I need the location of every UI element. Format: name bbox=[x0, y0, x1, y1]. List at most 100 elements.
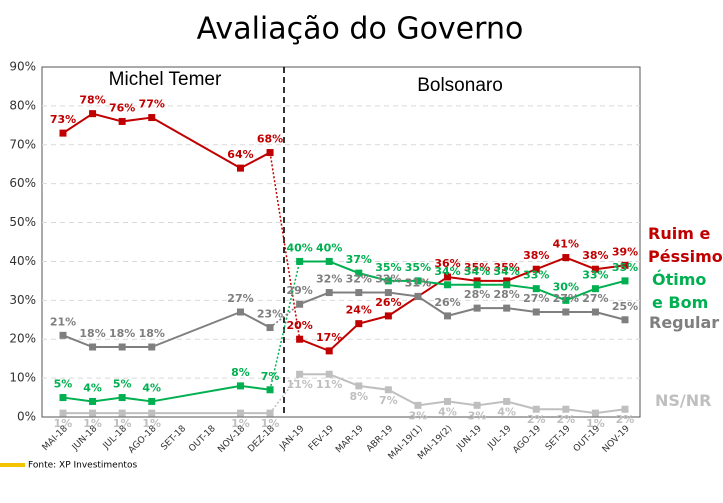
point bbox=[266, 149, 274, 157]
y-tick-label: 20% bbox=[9, 332, 36, 346]
series-line bbox=[299, 260, 626, 302]
y-tick-label: 10% bbox=[9, 371, 36, 385]
point bbox=[414, 401, 422, 409]
y-tick-label: 60% bbox=[9, 176, 36, 190]
data-label: 73% bbox=[50, 113, 76, 126]
point bbox=[325, 257, 333, 265]
data-label: 1% bbox=[261, 417, 280, 430]
data-label: 34% bbox=[434, 265, 460, 278]
data-label: 35% bbox=[405, 261, 431, 274]
data-label: 3% bbox=[468, 409, 487, 422]
point bbox=[89, 110, 97, 118]
series-line bbox=[299, 373, 626, 415]
point bbox=[148, 397, 156, 405]
plot-frame bbox=[41, 66, 641, 418]
x-tick-label: FEV-19 bbox=[307, 424, 336, 453]
data-label: 18% bbox=[109, 327, 135, 340]
data-label: 4% bbox=[438, 405, 457, 418]
series-name: NS/NR bbox=[655, 391, 712, 410]
data-label: 30% bbox=[553, 280, 579, 293]
series-line bbox=[62, 396, 152, 403]
data-label: 39% bbox=[612, 245, 638, 258]
data-label: 24% bbox=[346, 304, 372, 317]
data-label: 35% bbox=[494, 261, 520, 274]
annotation: Michel Temer bbox=[109, 69, 222, 90]
point bbox=[562, 254, 570, 262]
series-line bbox=[62, 334, 152, 348]
data-label: 28% bbox=[464, 288, 490, 301]
point bbox=[89, 409, 97, 417]
data-label: 40% bbox=[316, 241, 342, 254]
point bbox=[473, 401, 481, 409]
data-label: 3% bbox=[409, 409, 428, 422]
point bbox=[236, 164, 244, 172]
data-label: 38% bbox=[582, 249, 608, 262]
y-tick-label: 90% bbox=[9, 60, 36, 74]
data-label: 4% bbox=[497, 405, 516, 418]
data-label: 8% bbox=[231, 366, 250, 379]
data-label: 1% bbox=[54, 417, 73, 430]
x-tick-label: JUN-19 bbox=[455, 424, 485, 454]
point bbox=[562, 296, 570, 304]
data-label: 25% bbox=[612, 300, 638, 313]
data-label: 4% bbox=[83, 381, 102, 394]
point bbox=[503, 397, 511, 405]
data-label: 33% bbox=[582, 269, 608, 282]
data-label: 18% bbox=[79, 327, 105, 340]
data-label: 1% bbox=[231, 417, 250, 430]
y-tick-label: 30% bbox=[9, 293, 36, 307]
data-label: 32% bbox=[375, 273, 401, 286]
point bbox=[591, 265, 599, 273]
point bbox=[118, 394, 126, 402]
point bbox=[444, 397, 452, 405]
point bbox=[414, 292, 422, 300]
point bbox=[118, 117, 126, 125]
data-label: 34% bbox=[494, 265, 520, 278]
point bbox=[473, 281, 481, 289]
data-label: 27% bbox=[523, 292, 549, 305]
point bbox=[325, 370, 333, 378]
series-line bbox=[62, 112, 152, 134]
point bbox=[325, 289, 333, 297]
y-tick-label: 40% bbox=[9, 254, 36, 268]
point bbox=[384, 386, 392, 394]
series-name: Ruim e Péssimo bbox=[648, 224, 723, 266]
point bbox=[355, 269, 363, 277]
data-label: 2% bbox=[527, 413, 546, 426]
data-label: 77% bbox=[139, 98, 165, 111]
data-label: 21% bbox=[50, 315, 76, 328]
point bbox=[236, 308, 244, 316]
data-label: 35% bbox=[464, 261, 490, 274]
point bbox=[296, 300, 304, 308]
point bbox=[236, 382, 244, 390]
point bbox=[355, 289, 363, 297]
data-label: 27% bbox=[227, 292, 253, 305]
point bbox=[59, 331, 67, 339]
point bbox=[591, 285, 599, 293]
series-line bbox=[240, 151, 271, 169]
data-label: 41% bbox=[553, 238, 579, 251]
point bbox=[148, 114, 156, 122]
point bbox=[59, 394, 67, 402]
point bbox=[562, 405, 570, 413]
point bbox=[118, 343, 126, 351]
x-tick-label: OUT-18 bbox=[187, 424, 218, 455]
point bbox=[503, 277, 511, 285]
point bbox=[384, 312, 392, 320]
data-label: 2% bbox=[616, 413, 635, 426]
data-label: 17% bbox=[316, 331, 342, 344]
data-label: 40% bbox=[286, 241, 312, 254]
data-label: 37% bbox=[346, 253, 372, 266]
data-label: 18% bbox=[139, 327, 165, 340]
data-label: 1% bbox=[83, 417, 102, 430]
point bbox=[444, 273, 452, 281]
point bbox=[59, 129, 67, 137]
x-tick-label: SET-19 bbox=[544, 424, 573, 453]
series-line bbox=[299, 256, 626, 353]
data-label: 35% bbox=[375, 261, 401, 274]
point bbox=[266, 324, 274, 332]
data-label: 11% bbox=[286, 378, 312, 391]
point bbox=[621, 316, 629, 324]
data-label: 1% bbox=[586, 417, 605, 430]
